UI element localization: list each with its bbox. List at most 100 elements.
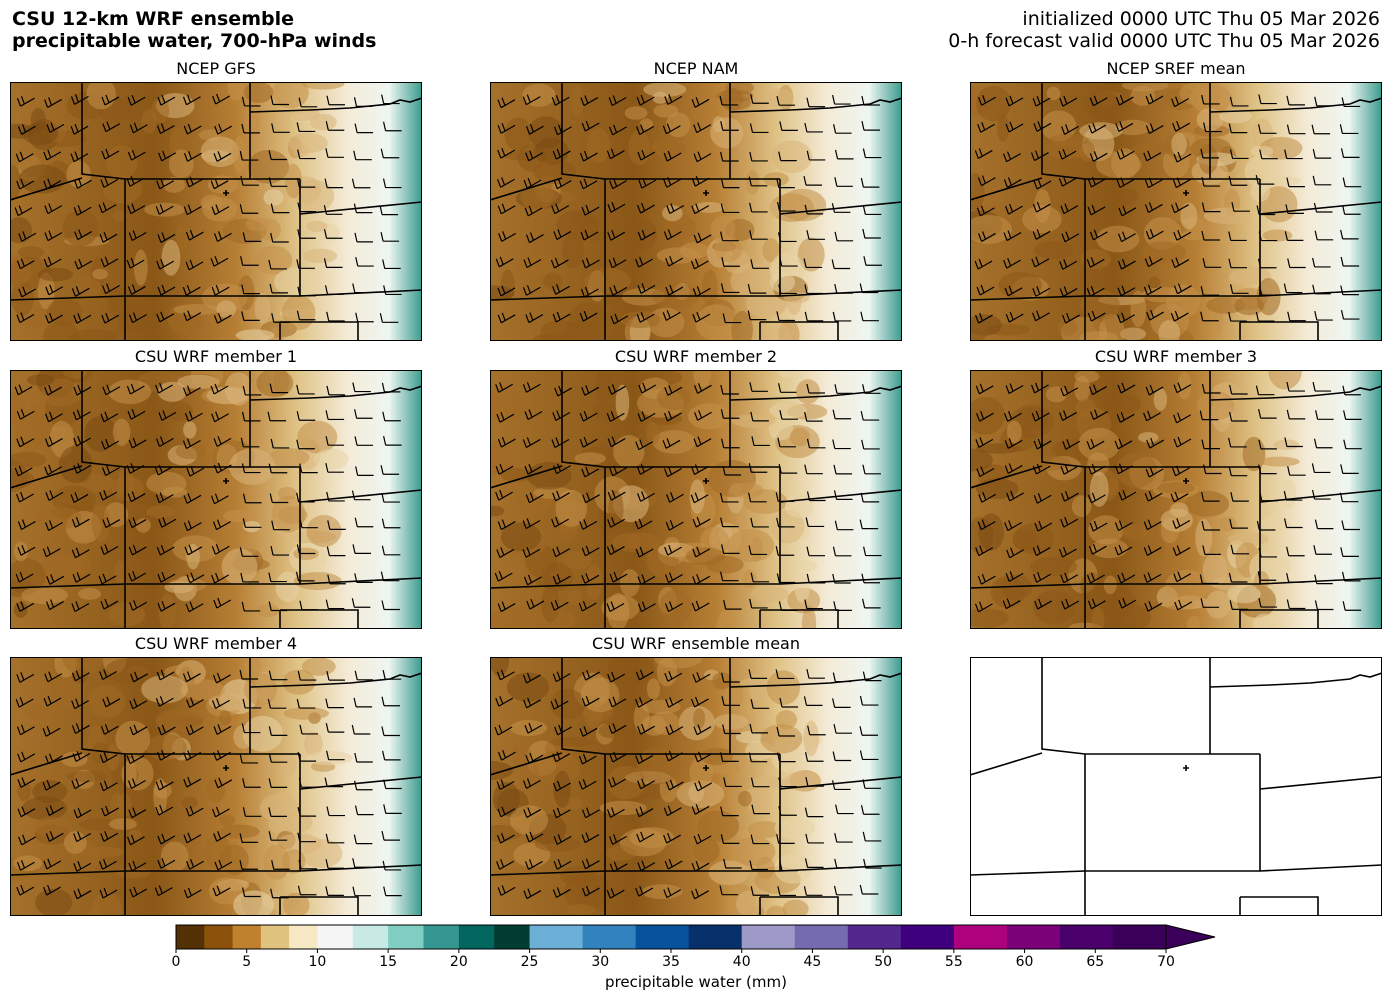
wind-barb: [268, 778, 288, 788]
field-blob: [1080, 572, 1102, 601]
wind-barb: [522, 672, 541, 684]
wind-barb: [635, 546, 654, 558]
wind-barb: [16, 95, 35, 107]
wind-barb: [1062, 439, 1081, 450]
wind-barb: [1255, 311, 1275, 322]
field-blob: [219, 814, 236, 826]
wind-barb: [1061, 231, 1080, 243]
wind-barb: [1033, 438, 1052, 450]
field-blob: [970, 327, 987, 341]
map-canvas: [970, 657, 1382, 916]
wind-barb: [976, 205, 995, 217]
wind-barb: [635, 806, 654, 818]
wind-barb: [806, 150, 826, 161]
wind-barb: [609, 285, 628, 296]
wind-barb: [1004, 520, 1023, 531]
wind-barb: [522, 518, 541, 530]
wind-barb: [73, 435, 92, 447]
colorbar-tick-label: 35: [662, 954, 680, 970]
wind-barb: [778, 151, 797, 162]
field-blob: [764, 88, 794, 108]
field-blob: [641, 715, 667, 736]
panel-frame: [970, 82, 1382, 341]
map-panel: CSU WRF member 3: [970, 347, 1382, 629]
wind-barb: [664, 544, 682, 556]
colorbar-swatch: [204, 925, 234, 949]
wind-barb: [777, 437, 796, 448]
wind-barb: [323, 205, 343, 215]
field-blob: [216, 300, 237, 318]
field-blob: [774, 853, 812, 884]
field-blob: [765, 905, 787, 916]
wind-barb: [157, 600, 176, 612]
field-blob: [144, 202, 185, 217]
wind-barb: [805, 833, 824, 844]
wind-barb: [44, 671, 63, 683]
wind-barb: [637, 229, 656, 241]
wind-barb: [665, 255, 684, 267]
wind-barb: [129, 698, 148, 710]
station-marker: [703, 478, 709, 484]
field-blob: [1085, 89, 1119, 119]
wind-barb: [665, 724, 684, 736]
field-blob: [664, 215, 697, 241]
state-border: [10, 289, 422, 301]
wind-barb: [859, 519, 879, 530]
field-blob: [710, 117, 744, 149]
wind-barb: [550, 698, 569, 710]
wind-barb: [636, 831, 655, 843]
field-blob: [1156, 482, 1196, 494]
wind-barb: [1088, 384, 1107, 396]
field-blob: [1195, 518, 1213, 557]
panel-frame: [490, 82, 902, 341]
wind-barb: [720, 834, 740, 845]
wind-barb: [326, 806, 346, 817]
field-blob: [243, 672, 277, 706]
wind-barb: [859, 726, 879, 736]
wind-barb: [101, 312, 120, 324]
wind-barb: [1114, 438, 1133, 450]
wind-barb: [663, 410, 682, 422]
field-blob: [1080, 249, 1111, 270]
field-blob: [112, 418, 131, 446]
field-blob: [26, 374, 55, 386]
wind-barb: [693, 436, 712, 448]
wind-barb: [692, 311, 711, 323]
wind-barb: [1005, 383, 1024, 395]
wind-barb: [1143, 519, 1162, 531]
wind-barb: [210, 256, 229, 267]
field-blob: [742, 569, 757, 589]
field-blob: [1164, 569, 1209, 603]
wind-barb: [498, 231, 517, 242]
wind-barb: [156, 123, 175, 135]
wind-barb: [212, 519, 231, 531]
wind-barb: [296, 310, 316, 321]
wind-barb: [17, 545, 36, 556]
wind-barb: [834, 231, 854, 242]
state-border: [299, 201, 422, 215]
wind-barb: [1145, 384, 1164, 396]
field-blob: [697, 810, 740, 842]
wind-barb: [213, 151, 232, 162]
field-blob: [656, 657, 678, 687]
field-blob: [1258, 515, 1291, 533]
field-blob: [1007, 420, 1022, 444]
wind-barb: [1004, 463, 1023, 474]
wind-barb: [381, 726, 400, 737]
wind-barb: [100, 544, 119, 556]
wind-barb: [44, 230, 63, 242]
wind-barb: [497, 203, 516, 215]
title-line-1: CSU 12-km WRF ensemble: [12, 8, 294, 30]
field-blob: [526, 462, 572, 490]
wind-barb: [553, 178, 572, 190]
wind-barb: [157, 94, 176, 106]
field-blob: [1048, 133, 1089, 147]
wind-barb: [522, 547, 541, 558]
wind-barb: [637, 491, 655, 502]
wind-barb: [380, 232, 400, 242]
field-blob: [164, 581, 194, 594]
wind-barb: [580, 95, 599, 107]
wind-barb: [1004, 411, 1022, 422]
wind-barb: [213, 312, 232, 324]
wind-barb: [354, 517, 374, 528]
